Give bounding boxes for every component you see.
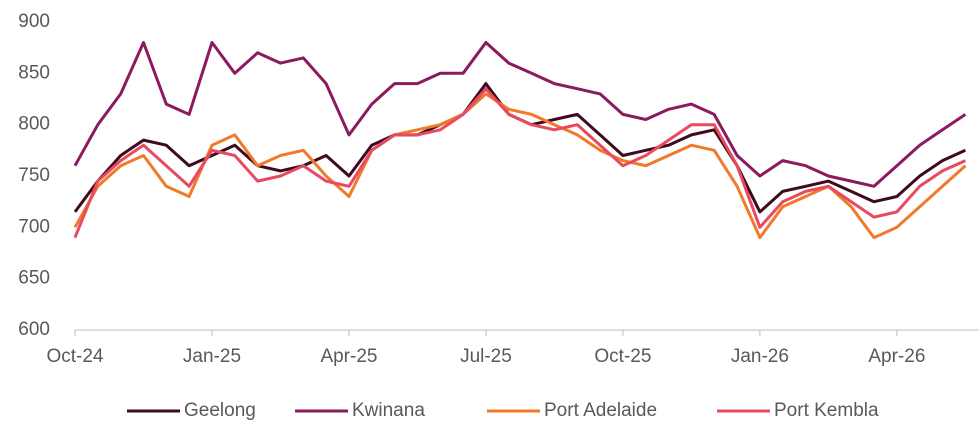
- legend-label: Kwinana: [352, 400, 425, 421]
- y-tick-label: 600: [18, 319, 50, 340]
- legend-label: Geelong: [184, 400, 256, 421]
- x-tick-label: Jan-25: [183, 346, 241, 367]
- x-tick-label: Jul-25: [460, 346, 512, 367]
- y-tick-label: 650: [18, 268, 50, 289]
- y-tick-label: 800: [18, 114, 50, 135]
- series-line: [73, 82, 967, 214]
- x-tick-label: Jan-26: [731, 346, 789, 367]
- series-line: [73, 41, 967, 188]
- y-tick-label: 700: [18, 216, 50, 237]
- y-tick-label: 750: [18, 165, 50, 186]
- series-line: [73, 92, 967, 240]
- x-tick-label: Oct-25: [594, 346, 651, 367]
- legend-label: Port Kembla: [774, 400, 879, 421]
- y-tick-label: 850: [18, 62, 50, 83]
- legend-label: Port Adelaide: [544, 400, 657, 421]
- x-tick-label: Apr-25: [320, 346, 377, 367]
- x-tick-label: Apr-26: [868, 346, 925, 367]
- y-tick-label: 900: [18, 11, 50, 32]
- x-tick-label: Oct-24: [46, 346, 103, 367]
- series-line: [73, 87, 967, 239]
